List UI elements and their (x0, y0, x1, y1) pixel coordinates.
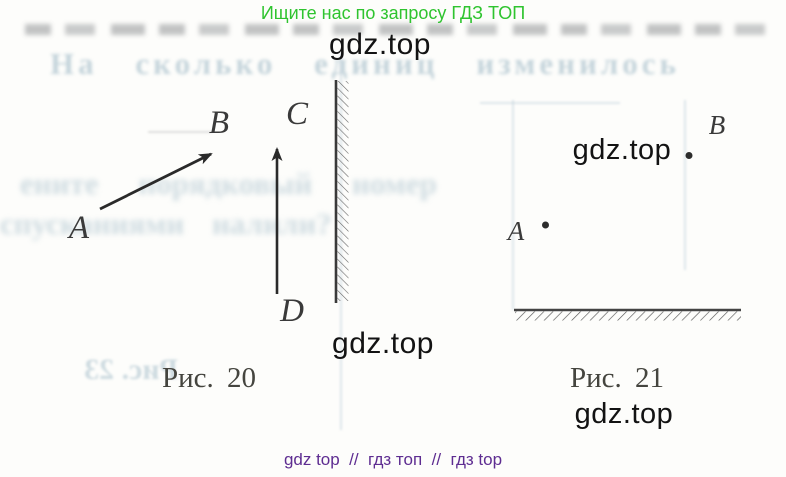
fig21-point-b-dot (685, 152, 693, 159)
promo-header-text: Ищите нас по запросу ГДЗ ТОП (260, 3, 526, 23)
fig20-vector-ab-arrow (99, 152, 213, 211)
footer-site-text: gdz top // гдз топ // гдз top (283, 450, 503, 469)
fig21-caption: Рис. 21 (569, 362, 665, 394)
scan-artifact-vertical-line (512, 100, 514, 310)
fig21-label-b: B (708, 110, 726, 140)
fig20-label-b: B (208, 105, 230, 141)
watermark-in-fig21: gdz.top (572, 134, 672, 166)
fig20-label-d: D (280, 293, 304, 329)
fig20-caption: Рис. 20 (161, 362, 257, 394)
fig21-point-a-dot (542, 221, 549, 229)
showthrough-text-line3: спусканиями налили? (0, 206, 332, 241)
showthrough-text-line2: ените порядковый номер (20, 166, 437, 201)
fig20-label-c: C (285, 96, 308, 132)
fig20-label-a: A (68, 210, 90, 246)
watermark-below-fig21: gdz.top (574, 398, 674, 430)
scan-artifact-horizontal-line (148, 131, 212, 133)
fig20-wall-hatching (337, 81, 349, 301)
scan-artifact-vertical-line (684, 100, 686, 270)
fig21-label-a: A (507, 216, 525, 246)
watermark-top: gdz.top (329, 28, 431, 61)
fig21-ground-hatching (515, 311, 741, 321)
scan-artifact-horizontal-line (480, 102, 620, 104)
scan-smudge-band (25, 24, 775, 35)
showthrough-text-line1: На сколько единиц изменилось (50, 46, 680, 81)
watermark-below-fig20: gdz.top (332, 327, 434, 360)
